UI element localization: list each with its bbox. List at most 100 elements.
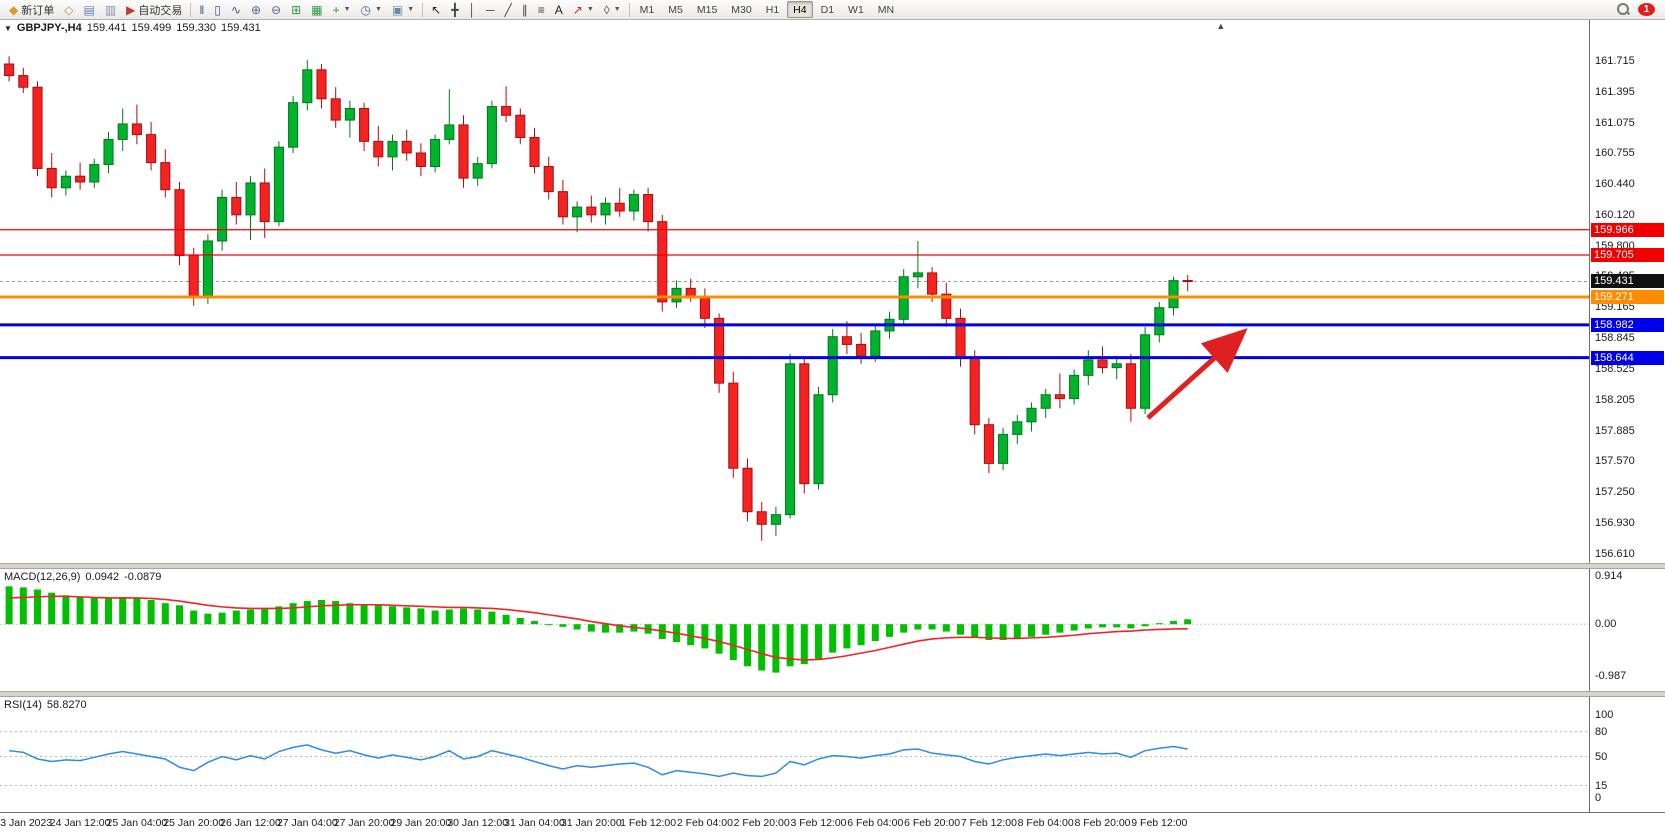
navigator-icon: ▥ [104,2,117,17]
market-watch-button[interactable]: ▤ [78,0,99,19]
price-axis-label: 158.205 [1595,394,1635,407]
hline-price-tag[interactable]: 159.271 [1591,289,1664,304]
arrows-button[interactable]: ↗ ▼ [568,0,599,19]
chart-shift-marker[interactable]: ▲ [1216,21,1226,31]
new-chart-icon: ⊞ [291,2,302,17]
macd-axis-label: 0.914 [1595,570,1623,583]
rsi-axis-label: 100 [1595,709,1614,721]
price-axis-label: 158.525 [1595,363,1635,376]
horizontal-line-button[interactable]: ─ [481,0,500,19]
time-axis-label: 31 Jan 20:00 [560,817,622,829]
price-axis-label: 161.075 [1595,116,1635,129]
timeframe-h4[interactable]: H4 [787,1,813,18]
timeframe-h1[interactable]: H1 [765,3,780,16]
candlestick-chart-button[interactable]: ▯ [209,0,226,19]
macd-plot[interactable] [0,569,1589,691]
text-button[interactable]: A [550,0,568,19]
timeframe-d1[interactable]: D1 [820,3,835,16]
timeframe-mn[interactable]: MN [877,3,895,16]
timeframe-m15[interactable]: M15 [696,3,718,16]
price-axis-label: 157.570 [1595,455,1635,468]
price-axis-label: 158.845 [1595,332,1635,345]
hline-price-tag[interactable]: 158.644 [1591,350,1664,365]
horizontal-line-icon: ─ [486,2,495,17]
zoom-in-button[interactable]: ⊕ [246,0,266,19]
time-axis-label: 9 Feb 12:00 [1131,817,1188,829]
time-axis-label: 30 Jan 12:00 [447,817,509,829]
template-icon: ▣ [391,2,404,17]
templates-button[interactable]: ▣ ▼ [387,0,419,19]
navigator-button[interactable]: ▥ [100,0,121,19]
price-axis-label: 156.610 [1595,548,1635,561]
crosshair-button[interactable]: ╋ [446,0,463,19]
price-axis[interactable]: 161.715 161.395 161.075 160.755 160.440 160.1… [1589,20,1665,563]
ohlc-close: 159.431 [221,22,261,34]
channel-button[interactable]: ∥ [517,0,533,19]
time-axis-label: 23 Jan 2023 [0,817,53,829]
toolbar-separator [628,2,630,17]
chevron-down-icon[interactable]: ▼ [613,6,621,13]
new-order-icon: ◆ [9,2,19,17]
fibonacci-icon: ≡ [537,2,545,17]
market-watch-icon: ▤ [83,2,95,17]
indicators-button[interactable]: + ▼ [328,0,356,19]
hline-price-tag[interactable]: 159.966 [1591,222,1664,237]
new-chart-button[interactable]: ⊞ [286,0,306,19]
main-chart-plot[interactable] [0,20,1589,563]
clock-icon: ◷ [360,2,371,17]
time-axis-label: 27 Jan 20:00 [333,817,395,829]
macd-label: MACD(12,26,9) [4,571,81,583]
timeframe-group: M1 M5 M15 M30 H1 H4 D1 W1 MN [633,1,901,18]
price-axis-label: 160.755 [1595,147,1635,160]
rsi-plot[interactable] [0,697,1589,812]
cursor-button[interactable]: ↖ [426,0,446,19]
timeframe-w1[interactable]: W1 [848,3,864,16]
time-axis-label: 1 Feb 12:00 [620,817,677,829]
shapes-button[interactable]: ◊ ▼ [599,0,626,19]
notification-badge[interactable]: 1 [1638,3,1655,16]
tile-windows-button[interactable]: ▦ [306,0,327,19]
timeframe-m1[interactable]: M1 [639,3,655,16]
trendline-icon: ╱ [504,2,512,17]
tile-windows-icon: ▦ [311,2,323,17]
ohlc-open: 159.441 [86,22,127,34]
pane-splitter[interactable] [0,691,1665,697]
time-axis[interactable]: 23 Jan 2023 24 Jan 12:00 25 Jan 04:00 25 Ja… [0,812,1665,836]
cursor-icon: ↖ [431,2,442,17]
rsi-label: RSI(14) [4,699,42,711]
line-chart-button[interactable]: ∿ [226,0,246,19]
one-click-trading-toggle[interactable]: ▼ [4,23,12,33]
macd-axis[interactable]: 0.914 0.00 -0.987 [1589,569,1665,691]
hline-price-tag[interactable]: 159.705 [1591,247,1664,262]
auto-trading-button[interactable]: ▶ 自动交易 [121,0,187,19]
rsi-axis[interactable]: 100 80 50 15 0 [1589,697,1665,812]
price-axis-label: 156.930 [1595,517,1635,530]
timeframe-m5[interactable]: M5 [668,3,683,16]
auto-trading-button-label: 自动交易 [138,4,183,17]
channel-icon: ∥ [521,2,528,17]
timeframe-m30[interactable]: M30 [731,3,752,16]
bar-chart-button[interactable]: ‖ [194,0,209,19]
trendline-button[interactable]: ╱ [500,0,517,19]
fibonacci-button[interactable]: ≡ [533,0,550,19]
metaeditor-button[interactable]: ◇ [59,0,78,19]
search-icon[interactable] [1617,3,1630,16]
vertical-line-button[interactable]: │ [464,0,482,19]
chevron-down-icon[interactable]: ▼ [407,6,415,13]
zoom-out-button[interactable]: ⊖ [266,0,286,19]
hline-price-tag[interactable]: 158.982 [1591,317,1664,332]
current-price-tag[interactable]: 159.431 [1591,274,1664,289]
time-axis-label: 8 Feb 04:00 [1017,817,1074,829]
new-order-button[interactable]: ◆ 新订单 [4,0,59,19]
chevron-down-icon[interactable]: ▼ [586,6,594,13]
rsi-header: RSI(14) 58.8270 [4,699,87,711]
macd-value-signal: -0.0879 [124,571,162,583]
price-axis-label: 159.165 [1595,301,1635,314]
pane-splitter[interactable] [0,563,1665,569]
time-axis-label: 27 Jan 04:00 [276,817,338,829]
chevron-down-icon[interactable]: ▼ [375,6,382,13]
periods-button[interactable]: ◷ ▼ [356,0,387,19]
chevron-down-icon[interactable]: ▼ [343,6,351,13]
rsi-axis-label: 0 [1595,792,1602,804]
candlestick-chart-icon: ▯ [214,2,221,17]
